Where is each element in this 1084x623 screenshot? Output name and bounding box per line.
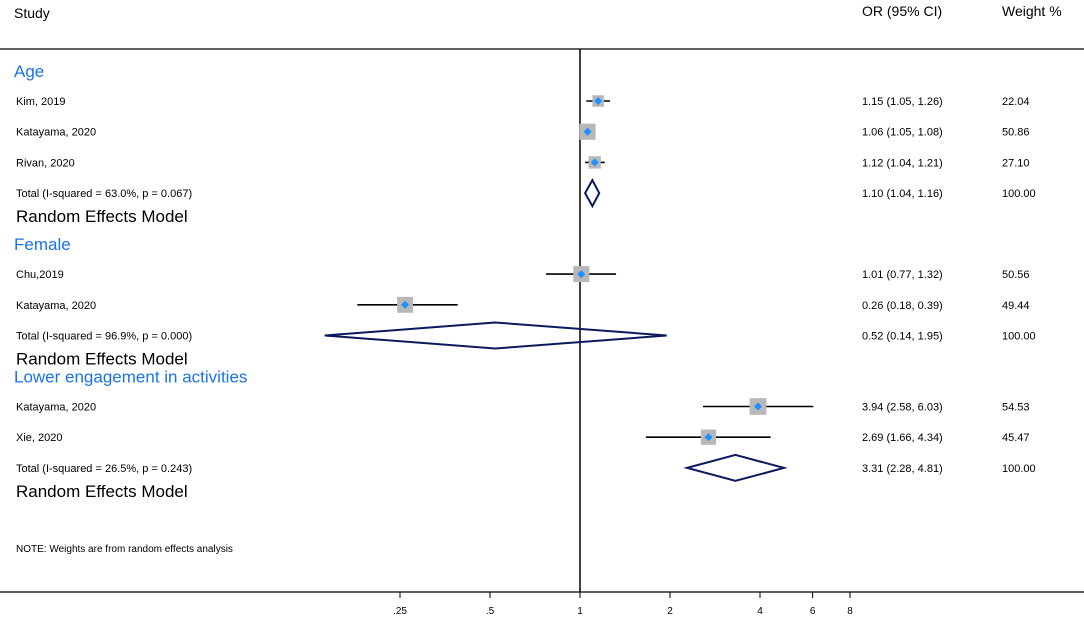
point-estimate bbox=[754, 402, 763, 411]
pooled-diamond bbox=[683, 453, 788, 482]
note-text: NOTE: Weights are from random effects an… bbox=[16, 544, 233, 555]
study-label: Rivan, 2020 bbox=[16, 157, 75, 169]
study-label: Katayama, 2020 bbox=[16, 402, 96, 414]
weight-value: 27.10 bbox=[1002, 157, 1030, 169]
ci-value: 1.06 (1.05, 1.08) bbox=[862, 127, 943, 139]
x-tick-label: 1 bbox=[577, 606, 583, 617]
header-or: OR (95% CI) bbox=[862, 3, 942, 19]
point-estimate bbox=[577, 270, 586, 279]
x-tick-label: 8 bbox=[847, 606, 853, 617]
point-estimate bbox=[704, 433, 713, 442]
weight-value: 54.53 bbox=[1002, 402, 1030, 414]
pooled-diamond bbox=[583, 178, 601, 209]
total-weight-value: 100.00 bbox=[1002, 188, 1036, 200]
total-label: Total (I-squared = 63.0%, p = 0.067) bbox=[16, 188, 192, 200]
header-study: Study bbox=[14, 5, 50, 21]
weight-value: 45.47 bbox=[1002, 432, 1030, 444]
group-label: Lower engagement in activities bbox=[14, 368, 247, 387]
point-estimate bbox=[594, 97, 603, 105]
header-weight: Weight % bbox=[1002, 3, 1062, 19]
weight-value: 50.56 bbox=[1002, 269, 1030, 281]
model-label: Random Effects Model bbox=[16, 350, 188, 369]
total-label: Total (I-squared = 26.5%, p = 0.243) bbox=[16, 463, 192, 475]
point-estimate bbox=[401, 300, 410, 309]
total-label: Total (I-squared = 96.9%, p = 0.000) bbox=[16, 331, 192, 343]
model-label: Random Effects Model bbox=[16, 207, 188, 226]
study-label: Katayama, 2020 bbox=[16, 300, 96, 312]
total-ci-value: 3.31 (2.28, 4.81) bbox=[862, 463, 943, 475]
model-label: Random Effects Model bbox=[16, 482, 188, 501]
study-label: Katayama, 2020 bbox=[16, 127, 96, 139]
total-ci-value: 1.10 (1.04, 1.16) bbox=[862, 188, 943, 200]
total-weight-value: 100.00 bbox=[1002, 463, 1036, 475]
study-label: Kim, 2019 bbox=[16, 96, 66, 108]
study-label: Xie, 2020 bbox=[16, 432, 62, 444]
rows-layer: Age Kim, 2019 1.15 (1.05, 1.26) 22.04 Kataya… bbox=[14, 49, 1036, 592]
ci-value: 3.94 (2.58, 6.03) bbox=[862, 402, 943, 414]
x-tick-label: 4 bbox=[757, 606, 763, 617]
weight-value: 49.44 bbox=[1002, 300, 1030, 312]
ci-value: 0.26 (0.18, 0.39) bbox=[862, 300, 943, 312]
study-label: Chu,2019 bbox=[16, 269, 64, 281]
ci-value: 1.12 (1.04, 1.21) bbox=[862, 157, 943, 169]
group-label: Female bbox=[14, 235, 71, 254]
weight-value: 22.04 bbox=[1002, 96, 1030, 108]
total-ci-value: 0.52 (0.14, 1.95) bbox=[862, 331, 943, 343]
ci-value: 1.01 (0.77, 1.32) bbox=[862, 269, 943, 281]
point-estimate bbox=[583, 127, 592, 136]
weight-value: 50.86 bbox=[1002, 127, 1030, 139]
x-axis-ticks: .25 .5 1 2 4 6 8 bbox=[393, 592, 853, 617]
x-tick-label: 2 bbox=[667, 606, 673, 617]
pooled-diamond bbox=[324, 321, 667, 350]
x-tick-label: .25 bbox=[393, 606, 407, 617]
ci-value: 1.15 (1.05, 1.26) bbox=[862, 96, 943, 108]
group-label: Age bbox=[14, 62, 44, 81]
ci-value: 2.69 (1.66, 4.34) bbox=[862, 432, 943, 444]
x-tick-label: .5 bbox=[486, 606, 495, 617]
total-weight-value: 100.00 bbox=[1002, 331, 1036, 343]
x-tick-label: 6 bbox=[810, 606, 816, 617]
point-estimate bbox=[590, 158, 599, 167]
